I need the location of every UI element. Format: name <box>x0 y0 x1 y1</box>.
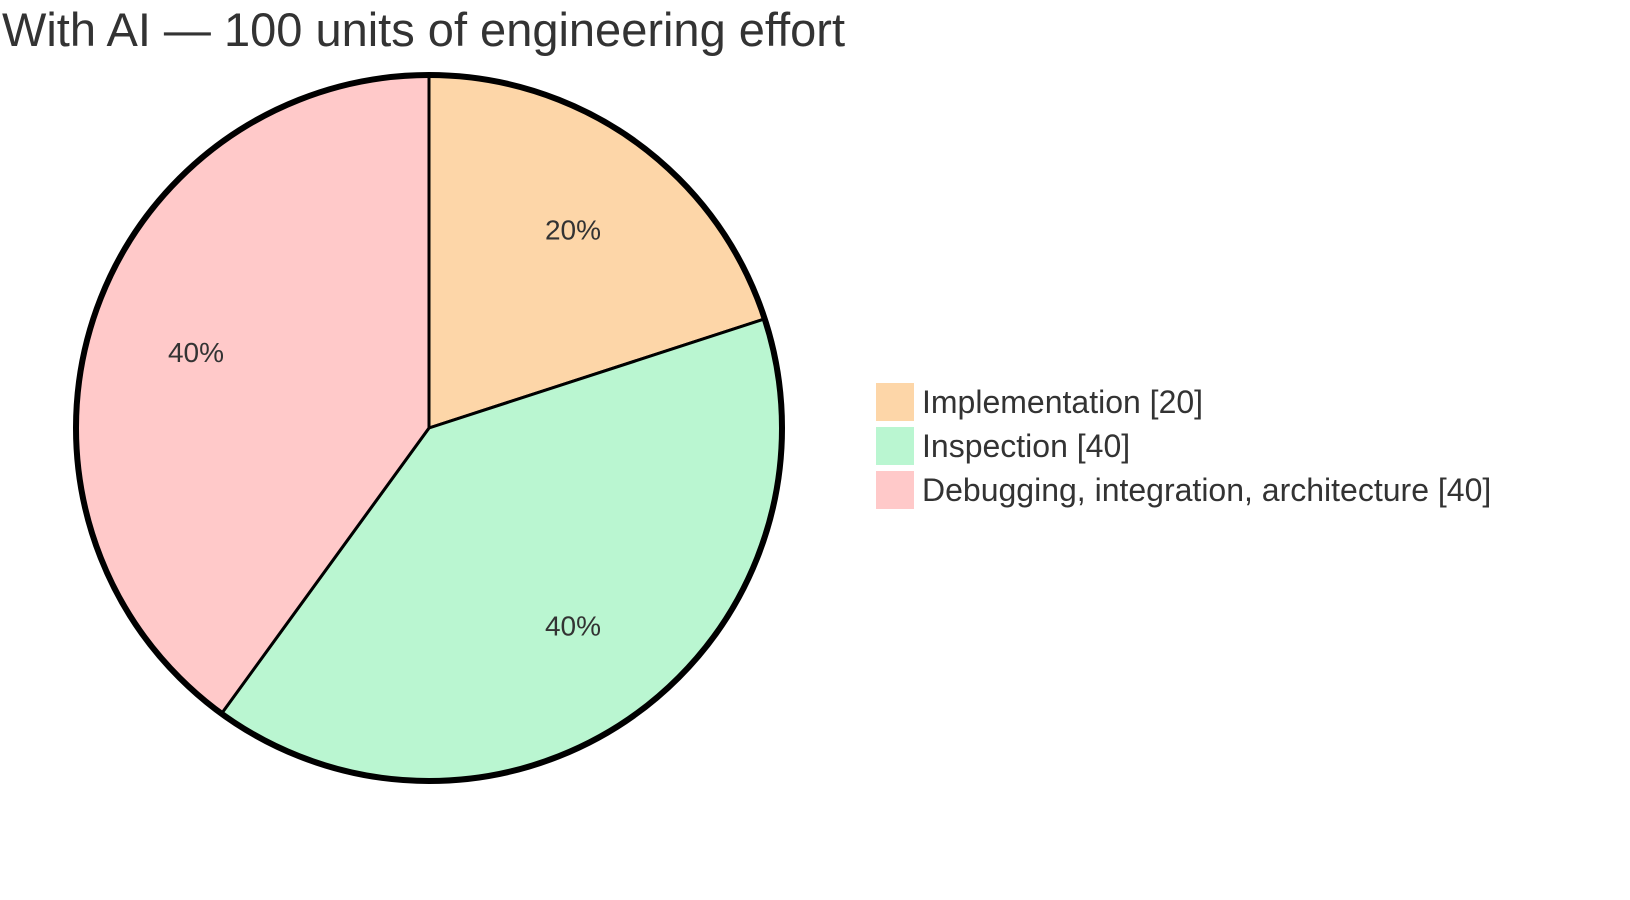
pie-slice-label-1: 40% <box>545 611 601 642</box>
legend-swatch-implementation <box>876 383 914 421</box>
chart-title: With AI — 100 units of engineering effor… <box>2 3 846 56</box>
legend-swatch-inspection <box>876 427 914 465</box>
legend: Implementation [20] Inspection [40] Debu… <box>876 380 1491 512</box>
legend-label-debugging: Debugging, integration, architecture [40… <box>922 471 1492 508</box>
pie-slice-label-0: 20% <box>545 214 601 245</box>
legend-label-inspection: Inspection [40] <box>922 427 1131 464</box>
pie-slice-label-2: 40% <box>168 337 224 368</box>
legend-swatch-debugging <box>876 471 914 509</box>
legend-item-debugging[interactable]: Debugging, integration, architecture [40… <box>876 468 1491 512</box>
legend-item-implementation[interactable]: Implementation [20] <box>876 380 1491 424</box>
pie-slices <box>74 73 784 783</box>
legend-label-implementation: Implementation [20] <box>922 383 1204 420</box>
pie-slice-labels: 20% 40% 40% <box>168 214 601 641</box>
pie-outline <box>73 72 785 784</box>
legend-item-inspection[interactable]: Inspection [40] <box>876 424 1491 468</box>
